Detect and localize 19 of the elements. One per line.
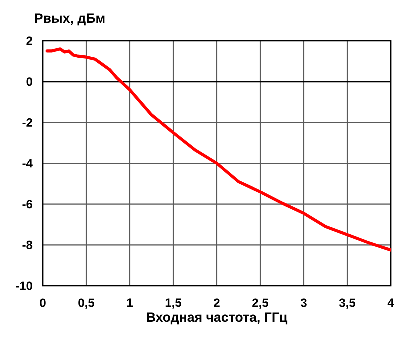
- x-tick-label: 4: [388, 298, 394, 307]
- y-tick-label: -8: [22, 240, 33, 250]
- x-axis-title: Входная частота, ГГц: [147, 312, 288, 325]
- x-tick-label: 1: [127, 298, 133, 307]
- x-tick-label: 1,5: [166, 298, 182, 309]
- x-tick-label: 0,5: [78, 298, 95, 309]
- y-tick-label: -4: [22, 159, 33, 168]
- x-tick-label: 2: [214, 298, 220, 308]
- x-tick-label: 2,5: [252, 298, 269, 309]
- x-tick-label: 0: [40, 298, 46, 308]
- y-tick-label: 2: [26, 36, 32, 46]
- y-tick-label: -2: [22, 118, 32, 127]
- y-tick-label: -10: [16, 282, 32, 290]
- y-tick-label: 0: [26, 78, 32, 86]
- line-series: [46, 48, 391, 252]
- y-tick-label: -6: [22, 200, 33, 209]
- x-tick-label: 3,5: [339, 298, 356, 309]
- x-tick-label: 3: [300, 298, 307, 308]
- y-axis-title: Pвых, дБм: [35, 14, 105, 26]
